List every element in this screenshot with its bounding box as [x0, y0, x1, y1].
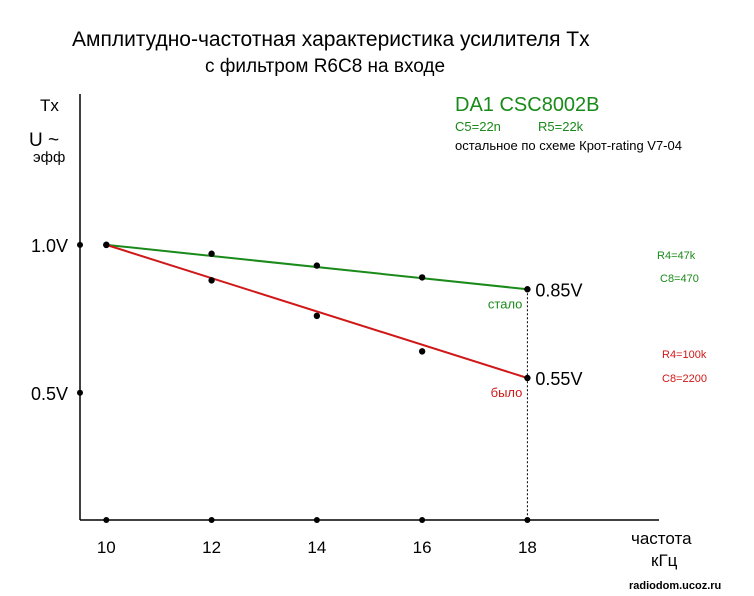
series-name-label-0: стало [488, 296, 523, 311]
watermark: radiodom.ucoz.ru [629, 580, 722, 592]
x-tick-label-18: 18 [518, 538, 537, 557]
chart-title: Амплитудно-частотная характеристика усил… [72, 28, 590, 51]
end-value-label-0: 0.85V [535, 280, 582, 300]
y-tick-dot-1.0V [77, 241, 83, 248]
r5-value: R5=22k [538, 119, 584, 134]
x-axis-label: частота [631, 529, 692, 548]
y-axis-label-tx: Tx [40, 96, 59, 115]
y-axis-label-subscript: эфф [33, 149, 66, 166]
x-axis-unit: кГц [651, 551, 678, 570]
x-tick-dot-18 [524, 517, 531, 523]
chart-subtitle: с фильтром R6C8 на входе [205, 56, 446, 77]
red-annotation-c8: C8=2200 [662, 373, 707, 385]
data-point-1-1 [208, 277, 215, 284]
x-tick-label-16: 16 [413, 538, 432, 557]
x-tick-dot-14 [313, 517, 320, 523]
series-name-label-1: было [491, 385, 523, 400]
red-annotation-r4: R4=100k [662, 349, 707, 361]
ic-title: DA1 CSC8002B [455, 94, 600, 116]
data-point-0-1 [208, 250, 215, 257]
y-tick-label-1.0V: 1.0V [31, 236, 68, 256]
y-tick-dot-0.5V [77, 389, 83, 396]
series-line-1 [106, 243, 528, 379]
data-point-0-2 [313, 262, 321, 269]
data-point-0-3 [418, 274, 426, 281]
y-axis-label-u: U ~ [29, 130, 60, 151]
scheme-note: остальное по схеме Крот-rating V7-04 [455, 138, 682, 153]
data-point-1-4 [524, 374, 531, 382]
end-value-label-1: 0.55V [535, 369, 582, 389]
y-tick-label-0.5V: 0.5V [31, 384, 68, 404]
data-point-1-3 [418, 348, 426, 355]
x-tick-label-12: 12 [202, 538, 221, 557]
data-point-1-2 [313, 312, 321, 320]
x-tick-dot-12 [208, 517, 215, 523]
x-tick-label-14: 14 [307, 538, 326, 557]
x-tick-dot-16 [419, 517, 426, 523]
data-point-1-0 [103, 241, 110, 249]
green-annotation-r4: R4=47k [657, 250, 696, 262]
c5-value: C5=22n [455, 119, 501, 134]
x-tick-label-10: 10 [97, 538, 116, 557]
data-point-0-4 [524, 286, 531, 293]
x-tick-dot-10 [103, 517, 110, 523]
green-annotation-c8: C8=470 [660, 273, 699, 285]
